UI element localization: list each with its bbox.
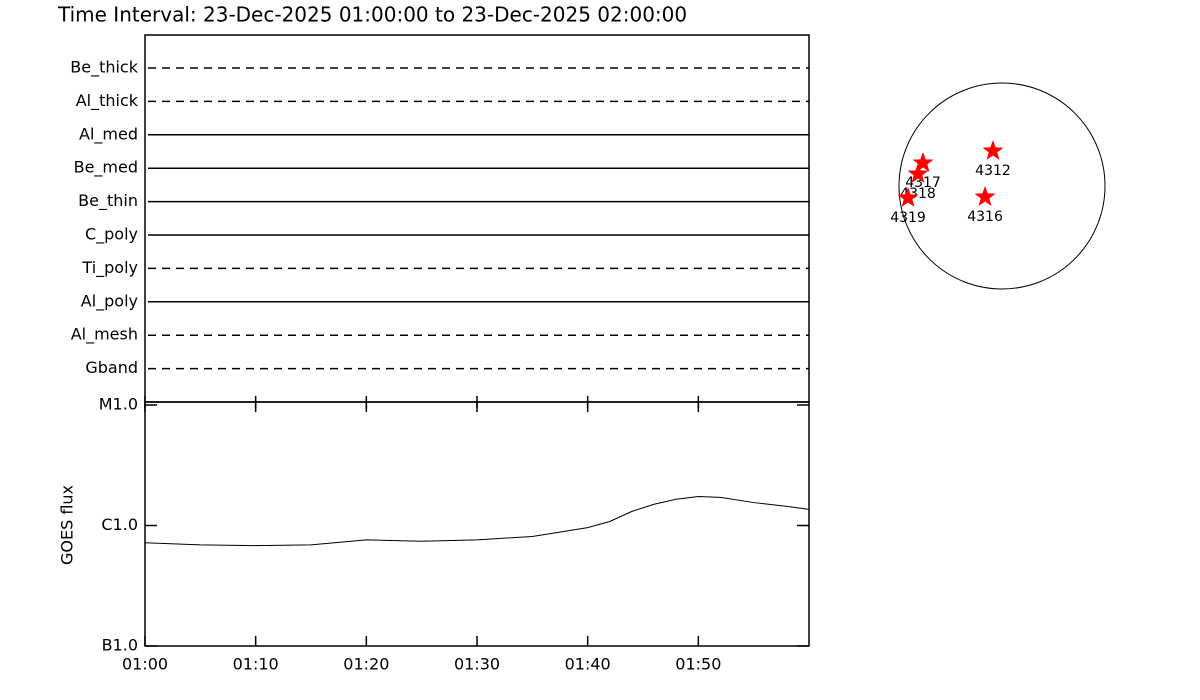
filter-panel bbox=[144, 34, 810, 403]
y-axis-label: GOES flux bbox=[58, 485, 77, 565]
filter-label: Be_thick bbox=[70, 58, 138, 78]
filter-label: Al_poly bbox=[81, 291, 138, 311]
x-tick-label: 01:10 bbox=[233, 655, 279, 674]
region-star bbox=[974, 186, 996, 206]
sun-disk bbox=[898, 82, 1106, 290]
x-tick-label: 01:20 bbox=[343, 655, 389, 674]
goes-panel bbox=[144, 401, 810, 647]
region-star bbox=[982, 140, 1004, 160]
region-label: 4319 bbox=[890, 210, 926, 226]
y-tick-label: M1.0 bbox=[99, 395, 138, 414]
region-star bbox=[912, 152, 934, 172]
goes-curve bbox=[144, 496, 810, 547]
filter-label: C_poly bbox=[85, 225, 138, 245]
filter-label: Al_thick bbox=[76, 91, 139, 111]
y-tick-label: B1.0 bbox=[102, 636, 138, 655]
region-star bbox=[907, 162, 929, 183]
filter-label: Al_med bbox=[79, 124, 138, 144]
filter-label: Ti_poly bbox=[81, 258, 138, 278]
x-tick-label: 01:30 bbox=[454, 655, 500, 674]
x-tick-label: 01:40 bbox=[565, 655, 611, 674]
region-label: 4316 bbox=[967, 209, 1003, 225]
chart-title: Time Interval: 23-Dec-2025 01:00:00 to 2… bbox=[57, 3, 687, 27]
filter-label: Be_thin bbox=[78, 191, 138, 211]
y-tick-label: C1.0 bbox=[101, 515, 138, 534]
filter-label: Be_med bbox=[74, 158, 138, 178]
x-tick-label: 01:50 bbox=[675, 655, 721, 674]
filter-label: Al_mesh bbox=[71, 325, 138, 345]
x-tick-label: 01:00 bbox=[122, 655, 168, 674]
region-label: 4312 bbox=[975, 163, 1011, 179]
filter-label: Gband bbox=[85, 358, 138, 377]
region-star bbox=[897, 187, 919, 207]
